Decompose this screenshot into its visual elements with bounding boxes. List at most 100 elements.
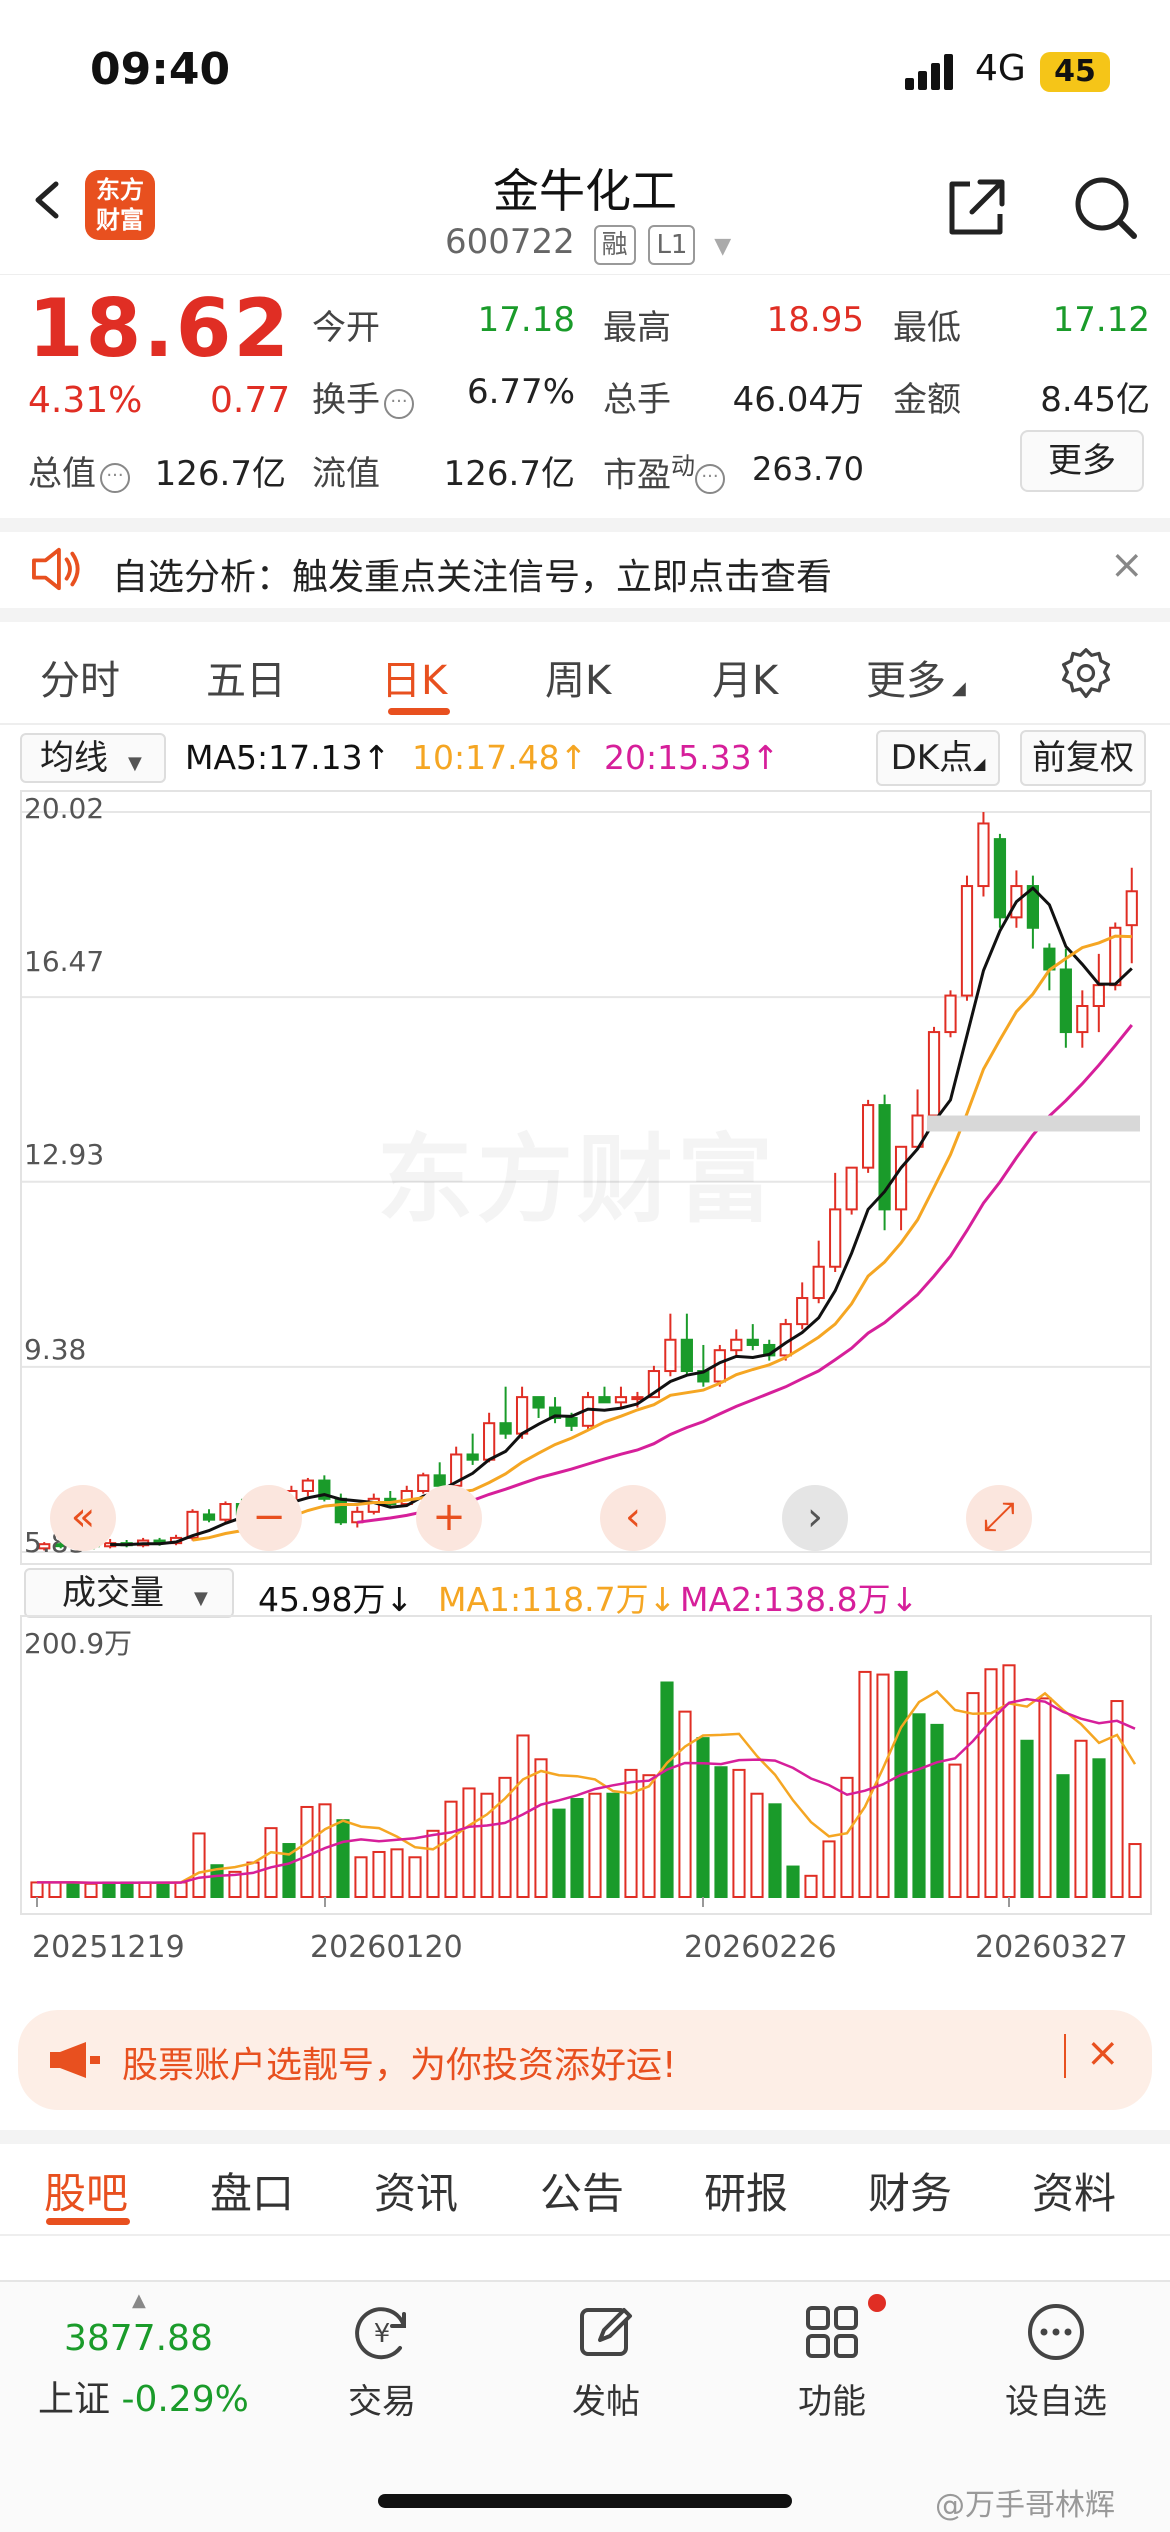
zoom-in-button[interactable]: + [416, 1485, 482, 1551]
scroll-left-button[interactable]: ‹ [600, 1485, 666, 1551]
post-button[interactable]: 发帖 [526, 2300, 686, 2423]
float-label: 流值 [312, 454, 380, 494]
tab-monthly-k[interactable]: 月K [712, 658, 779, 704]
high-label: 最高 [603, 308, 671, 348]
tab-news[interactable]: 资讯 [374, 2169, 459, 2218]
change-percent: 4.31% [28, 380, 143, 421]
post-label: 发帖 [572, 2382, 640, 2422]
volume-bar [1092, 1758, 1106, 1898]
volume-bar [498, 1776, 512, 1899]
more-quote-button[interactable]: 更多 [1020, 430, 1144, 492]
fullscreen-icon[interactable]: ⤢ [966, 1485, 1032, 1551]
analysis-notice[interactable] [0, 518, 1170, 622]
notice-close-icon[interactable]: × [1110, 542, 1144, 588]
volume-bar [588, 1792, 602, 1898]
volume-bar [444, 1800, 458, 1898]
promo-text[interactable]: 股票账户选靓号，为你投资添好运! [122, 2045, 677, 2086]
vol-ma2-readout: MA2:138.8万↓ [680, 1580, 919, 1619]
volume-bar [354, 1856, 368, 1898]
weibo-watermark: @万手哥林辉 [935, 2488, 1115, 2523]
functions-button[interactable]: 功能 [752, 2300, 912, 2423]
tab-daily-k[interactable]: 日K [381, 658, 448, 704]
up-candle [927, 1031, 941, 1117]
vol-ma1-readout: MA1:118.7万↓ [438, 1580, 677, 1619]
volume-bar [570, 1798, 584, 1898]
up-candle [301, 1479, 314, 1492]
info-icon[interactable]: ··· [384, 389, 414, 419]
content-tabs [0, 2130, 1170, 2236]
chart-watermark: 东方财富 [377, 1102, 777, 1241]
up-candle [845, 1166, 858, 1211]
add-watchlist-button[interactable]: 设自选 [976, 2300, 1136, 2423]
index-ticker[interactable]: 上证 -0.29% [38, 2370, 249, 2422]
volume-bar [1074, 1739, 1088, 1899]
notification-dot [868, 2294, 886, 2312]
volume-bar [606, 1792, 620, 1898]
volume-bar [264, 1827, 278, 1898]
adjust-button[interactable]: 前复权 [1020, 730, 1146, 786]
tab-research[interactable]: 研报 [704, 2169, 789, 2218]
tab-pankou[interactable]: 盘口 [210, 2169, 295, 2218]
volume-max-label: 200.9万 [24, 1627, 133, 1660]
share-icon[interactable] [940, 172, 1012, 244]
y-tick-label: 9.38 [24, 1333, 87, 1366]
notice-text[interactable]: 自选分析：触发重点关注信号，立即点击查看 [112, 557, 833, 598]
tab-intraday[interactable]: 分时 [40, 658, 120, 704]
volume-bar [66, 1881, 80, 1899]
eastmoney-logo: 东方财富 [85, 170, 155, 240]
volume-bar [138, 1881, 152, 1899]
dk-point-button[interactable]: DK点◢ [876, 730, 1000, 786]
tab-more[interactable]: 更多 ◢ [866, 658, 966, 704]
up-candle [1076, 1004, 1089, 1034]
back-arrow-icon[interactable] [28, 180, 68, 220]
up-candle [219, 1503, 232, 1521]
volume-bar [1128, 1843, 1142, 1899]
volume-bar [642, 1774, 656, 1898]
kline-chart[interactable]: 东方财富 [20, 790, 1152, 1565]
zoom-out-button[interactable]: − [236, 1485, 302, 1551]
scroll-right-button[interactable]: › [782, 1485, 848, 1551]
tab-guba[interactable]: 股吧 [44, 2169, 129, 2218]
up-candle [1092, 984, 1105, 1007]
stock-code: 600722 [445, 222, 575, 262]
battery-icon: 45 [1040, 52, 1110, 92]
promo-close-icon[interactable]: × [1086, 2030, 1120, 2076]
tab-five-day[interactable]: 五日 [206, 658, 286, 704]
tab-profile[interactable]: 资料 [1032, 2169, 1117, 2218]
volume-chart[interactable] [20, 1615, 1152, 1915]
volume-bar [480, 1792, 494, 1898]
caret-down-icon[interactable]: ▼ [714, 234, 732, 259]
jump-start-button[interactable]: « [50, 1485, 116, 1551]
down-candle [680, 1338, 693, 1373]
turnover-label: 换手 ··· [312, 372, 414, 421]
home-indicator[interactable] [378, 2494, 792, 2508]
tab-announcements[interactable]: 公告 [540, 2169, 625, 2218]
tab-finance[interactable]: 财务 [868, 2169, 953, 2218]
down-candle [532, 1396, 545, 1409]
settings-gear-icon[interactable] [1058, 646, 1114, 702]
last-price: 18.62 [28, 282, 292, 375]
date-label: 20260120 [310, 1930, 463, 1965]
amount-value: 8.45亿 [1040, 380, 1150, 420]
volume-bar [552, 1808, 566, 1898]
volume-bar [228, 1870, 242, 1898]
search-icon[interactable] [1070, 172, 1142, 244]
down-candle [499, 1422, 512, 1435]
volume-bar [84, 1882, 98, 1899]
info-icon[interactable]: ··· [695, 464, 725, 495]
up-candle [829, 1208, 842, 1268]
change-amount: 0.77 [210, 380, 291, 421]
grid-apps-icon [806, 2306, 858, 2358]
volume-svg [30, 1664, 1142, 1907]
volume-bar [1038, 1697, 1052, 1899]
stock-header [0, 140, 1170, 275]
volume-bar [534, 1758, 548, 1898]
info-icon[interactable]: ··· [100, 463, 130, 493]
promo-banner[interactable] [18, 2010, 1152, 2110]
indicator-select[interactable]: 均线 ▼ [20, 733, 166, 783]
down-candle [565, 1416, 578, 1427]
index-value[interactable]: 3877.88 [64, 2318, 213, 2359]
tab-weekly-k[interactable]: 周K [545, 658, 612, 704]
volume-indicator-select[interactable]: 成交量 ▼ [24, 1568, 234, 1618]
trade-button[interactable]: ¥ 交易 [302, 2300, 462, 2423]
